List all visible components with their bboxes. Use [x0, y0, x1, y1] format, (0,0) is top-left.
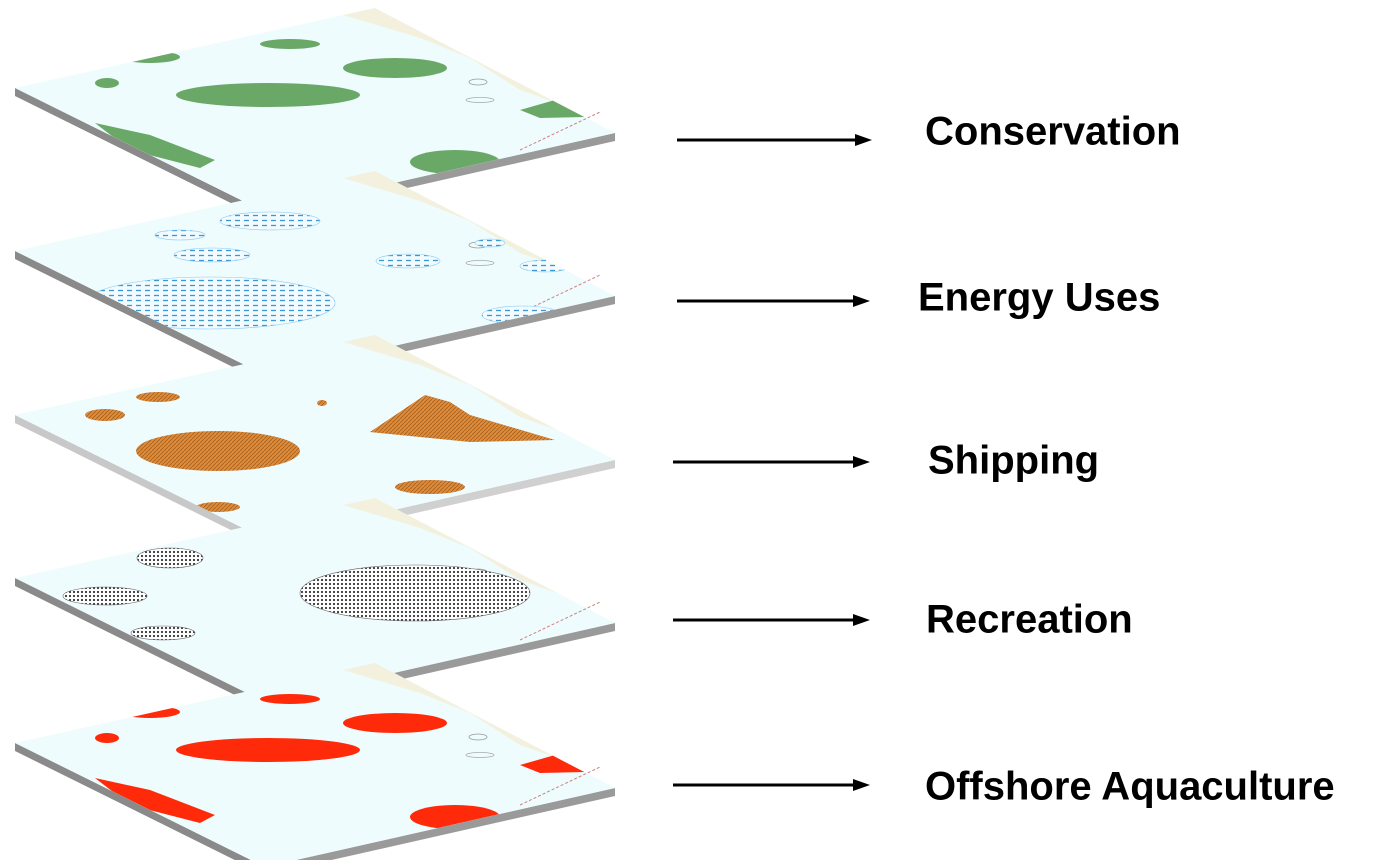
- layer-plate: [15, 335, 615, 547]
- arrows: [673, 134, 872, 791]
- layer-label: Conservation: [925, 110, 1181, 154]
- layer-plate: [15, 171, 615, 383]
- layer-label: Energy Uses: [918, 276, 1160, 320]
- layer-label: Shipping: [928, 439, 1099, 483]
- layer-plate: [15, 663, 615, 860]
- layer-plate: [15, 498, 615, 710]
- layer-label: Offshore Aquaculture: [925, 765, 1335, 809]
- layer-label: Recreation: [926, 598, 1133, 642]
